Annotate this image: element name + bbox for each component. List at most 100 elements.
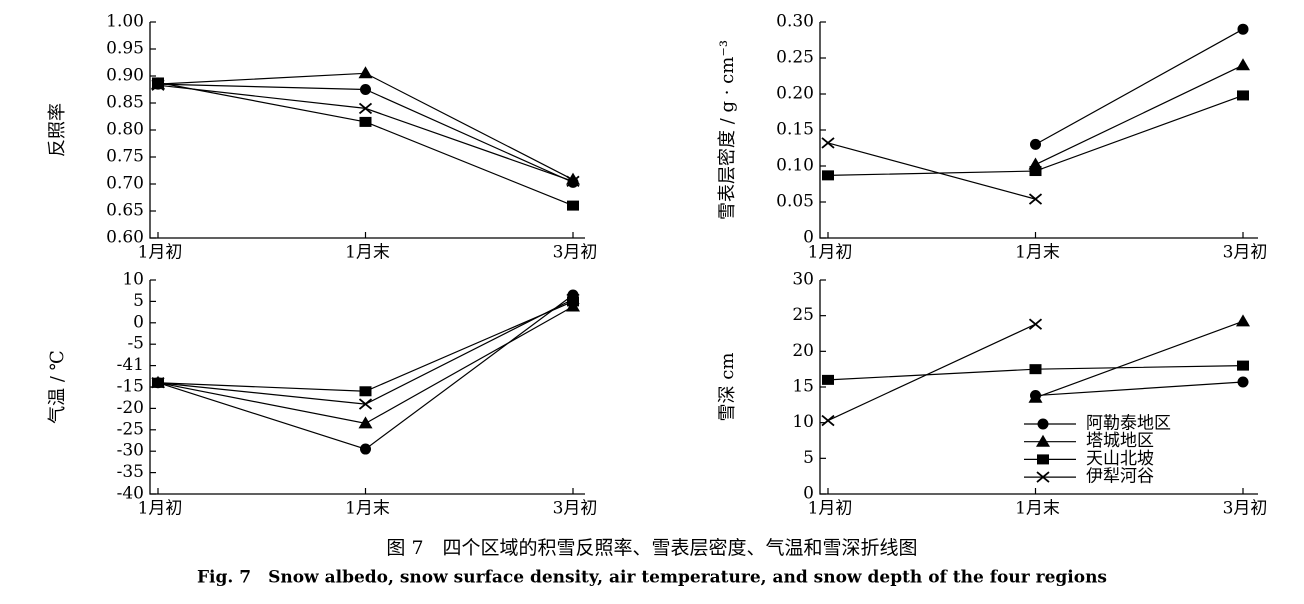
x-tick-label: 1月末 <box>1015 243 1060 263</box>
y-tick-label: -15 <box>117 377 144 397</box>
y-tick-label: -40 <box>117 484 144 504</box>
series-line <box>157 300 574 392</box>
y-tick-label: 1.00 <box>106 12 144 32</box>
data-point <box>822 374 834 385</box>
data-point <box>358 102 373 115</box>
data-point <box>1029 166 1042 177</box>
y-axis-label: 反照率 <box>47 103 68 157</box>
series-line <box>1035 381 1244 397</box>
data-point <box>821 137 835 149</box>
y-tick-label: 0.80 <box>106 120 144 140</box>
y-tick-label: 0.90 <box>106 66 144 86</box>
data-point <box>566 175 580 187</box>
y-tick-label: 30 <box>792 270 814 290</box>
series-line <box>1035 320 1244 399</box>
y-tick-label: 0.15 <box>776 120 814 140</box>
data-point <box>360 443 371 455</box>
series-line <box>827 142 1036 200</box>
data-point <box>358 416 373 429</box>
series-line <box>1035 64 1244 166</box>
data-point <box>1237 376 1249 388</box>
y-tick-label: 0.85 <box>106 93 144 113</box>
y-axis-label: 雪深 cm <box>717 353 738 422</box>
data-point <box>1237 360 1249 371</box>
axis <box>819 22 1258 239</box>
series-line <box>157 81 574 207</box>
data-point <box>1236 314 1250 327</box>
data-point <box>1028 318 1043 330</box>
y-tick-label: 0.05 <box>776 192 814 212</box>
series-line <box>157 83 574 183</box>
legend-label: 塔城地区 <box>1086 431 1154 451</box>
x-tick-label: 3月初 <box>1223 499 1268 519</box>
series-line <box>827 323 1036 422</box>
data-point <box>359 386 372 397</box>
y-tick-label: 10 <box>792 412 814 432</box>
y-tick-label: -30 <box>117 441 144 461</box>
y-tick-label: -35 <box>117 462 144 482</box>
series-line <box>1035 28 1244 145</box>
data-point <box>567 200 579 211</box>
y-tick-label: -20 <box>117 398 144 418</box>
data-point <box>1237 90 1249 101</box>
legend-label: 天山北坡 <box>1086 449 1154 469</box>
data-point <box>567 296 579 307</box>
data-point <box>1028 390 1043 403</box>
legend-marker <box>1036 434 1050 447</box>
data-point <box>1028 193 1043 205</box>
y-axis-label: 气温 / ℃ <box>47 350 68 424</box>
caption-en: Fig. 7 Snow albedo, snow surface density… <box>197 568 1107 588</box>
data-point <box>566 172 580 185</box>
data-point <box>152 77 164 88</box>
legend-marker <box>1037 454 1049 465</box>
y-tick-label: 0.10 <box>776 156 814 176</box>
data-point <box>566 293 580 305</box>
y-tick-label: 5 <box>133 291 144 311</box>
caption-zh: 图 7 四个区域的积雪反照率、雪表层密度、气温和雪深折线图 <box>386 537 917 559</box>
legend-marker <box>1036 471 1050 483</box>
y-tick-label: 25 <box>792 305 814 325</box>
x-tick-label: 1月初 <box>138 243 183 263</box>
legend-label: 伊犁河谷 <box>1086 467 1154 487</box>
y-tick-label: 0.70 <box>106 174 144 194</box>
axis <box>149 22 585 239</box>
data-point <box>1237 23 1249 35</box>
y-tick-label: 0.95 <box>106 39 144 59</box>
data-point <box>360 84 371 95</box>
x-tick-label: 1月初 <box>138 499 183 519</box>
y-tick-label: 0 <box>803 228 814 248</box>
series-line <box>157 84 574 182</box>
data-point <box>1029 364 1042 375</box>
y-tick-label: 0.65 <box>106 201 144 221</box>
y-tick-label: 0 <box>133 312 144 332</box>
y-tick-label: 10 <box>122 270 144 290</box>
x-tick-label: 1月初 <box>808 499 853 519</box>
legend-marker <box>1037 418 1049 430</box>
data-point <box>359 116 372 127</box>
y-tick-label: 0.75 <box>106 147 144 167</box>
x-tick-label: 1月初 <box>808 243 853 263</box>
series-line <box>157 306 574 425</box>
y-tick-label: 15 <box>792 377 814 397</box>
y-tick-label: 0.30 <box>776 12 814 32</box>
data-point <box>821 414 835 427</box>
x-tick-label: 1月末 <box>1015 499 1060 519</box>
data-point <box>1030 138 1041 150</box>
data-point <box>1236 58 1250 71</box>
data-point <box>151 79 165 91</box>
y-tick-label: 0.25 <box>776 48 814 68</box>
x-tick-label: 1月末 <box>345 243 390 263</box>
y-tick-label: 5 <box>803 448 814 468</box>
data-point <box>822 170 834 181</box>
x-tick-label: 3月初 <box>553 499 598 519</box>
y-tick-label: 0 <box>803 484 814 504</box>
y-tick-label: -25 <box>117 419 144 439</box>
data-point <box>358 66 373 79</box>
x-tick-label: 1月末 <box>345 499 390 519</box>
y-tick-label: -5 <box>127 334 144 354</box>
data-point <box>151 377 165 389</box>
data-point <box>358 398 373 410</box>
legend-label: 阿勒泰地区 <box>1086 414 1171 434</box>
y-axis-label: 雪表层密度 / g · cm⁻³ <box>717 40 738 220</box>
